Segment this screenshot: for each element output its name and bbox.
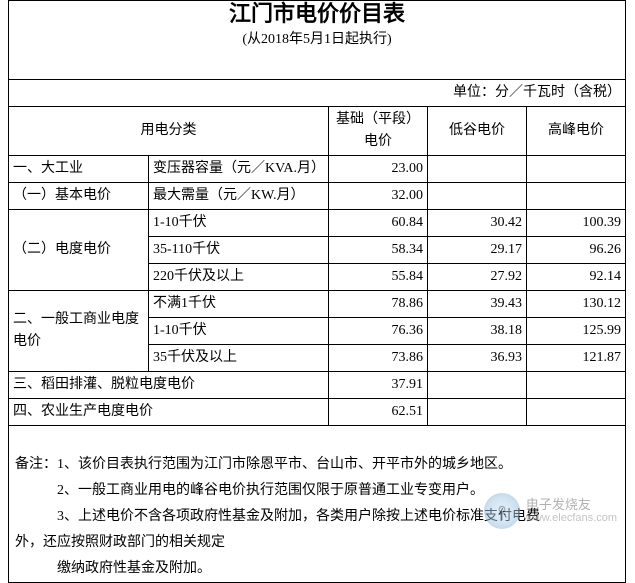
notes-gap [9, 426, 626, 453]
row1-peak [527, 156, 626, 183]
row5-sub: 220千伏及以上 [149, 264, 329, 291]
row3-sub: 1-10千伏 [149, 210, 329, 237]
row8-valley: 36.93 [428, 345, 527, 372]
row7-valley: 38.18 [428, 318, 527, 345]
row6-sub: 不满1千伏 [149, 291, 329, 318]
row10-valley [428, 399, 527, 426]
row10-cat: 四、农业生产电度电价 [9, 399, 329, 426]
row6-cat: 二、一般工商业电度电价 [9, 291, 149, 372]
header-base: 基础（平段）电价 [329, 107, 428, 156]
row3-base: 60.84 [329, 210, 428, 237]
row7-base: 76.36 [329, 318, 428, 345]
row8-base: 73.86 [329, 345, 428, 372]
row9-base: 37.91 [329, 372, 428, 399]
row9-peak [527, 372, 626, 399]
row2-cat: （一）基本电价 [9, 183, 149, 210]
unit-label: 单位：分／千瓦时（含税） [9, 80, 626, 107]
row10-peak [527, 399, 626, 426]
blank-spacer [9, 53, 626, 80]
row8-sub: 35千伏及以上 [149, 345, 329, 372]
row4-base: 58.34 [329, 237, 428, 264]
row5-peak: 92.14 [527, 264, 626, 291]
watermark: 电子发烧友 www.elecfans.com [484, 493, 617, 529]
row4-sub: 35-110千伏 [149, 237, 329, 264]
row3-cat: （二）电度电价 [9, 210, 149, 291]
header-valley: 低谷电价 [428, 107, 527, 156]
row6-peak: 130.12 [527, 291, 626, 318]
row1-cat: 一、大工业 [9, 156, 149, 183]
row5-base: 55.84 [329, 264, 428, 291]
row6-base: 78.86 [329, 291, 428, 318]
row4-valley: 29.17 [428, 237, 527, 264]
row8-peak: 121.87 [527, 345, 626, 372]
watermark-cn: 电子发烧友 [526, 498, 617, 512]
row2-sub: 最大需量（元／KW.月） [149, 183, 329, 210]
row1-sub: 变压器容量（元／KVA.月） [149, 156, 329, 183]
watermark-logo-icon [484, 493, 520, 529]
row7-sub: 1-10千伏 [149, 318, 329, 345]
row10-base: 62.51 [329, 399, 428, 426]
row4-peak: 96.26 [527, 237, 626, 264]
note-1: 备注：1、该价目表执行范围为江门市除恩平市、台山市、开平市外的城乡地区。 [9, 452, 626, 478]
header-peak: 高峰电价 [527, 107, 626, 156]
row2-peak [527, 183, 626, 210]
watermark-text: 电子发烧友 www.elecfans.com [526, 498, 617, 524]
table-subtitle: (从2018年5月1日起执行) [9, 27, 626, 53]
row9-cat: 三、稻田排灌、脱粒电度电价 [9, 372, 329, 399]
row1-valley [428, 156, 527, 183]
row1-base: 23.00 [329, 156, 428, 183]
watermark-en: www.elecfans.com [526, 512, 617, 524]
row3-peak: 100.39 [527, 210, 626, 237]
row9-valley [428, 372, 527, 399]
row3-valley: 30.42 [428, 210, 527, 237]
row6-valley: 39.43 [428, 291, 527, 318]
table-title: 江门市电价价目表 [9, 1, 626, 28]
header-category: 用电分类 [9, 107, 329, 156]
row2-valley [428, 183, 527, 210]
note-5: 缴纳政府性基金及附加。 [9, 556, 626, 583]
row7-peak: 125.99 [527, 318, 626, 345]
note-4: 外，还应按照财政部门的相关规定 [9, 530, 626, 556]
row5-valley: 27.92 [428, 264, 527, 291]
row2-base: 32.00 [329, 183, 428, 210]
